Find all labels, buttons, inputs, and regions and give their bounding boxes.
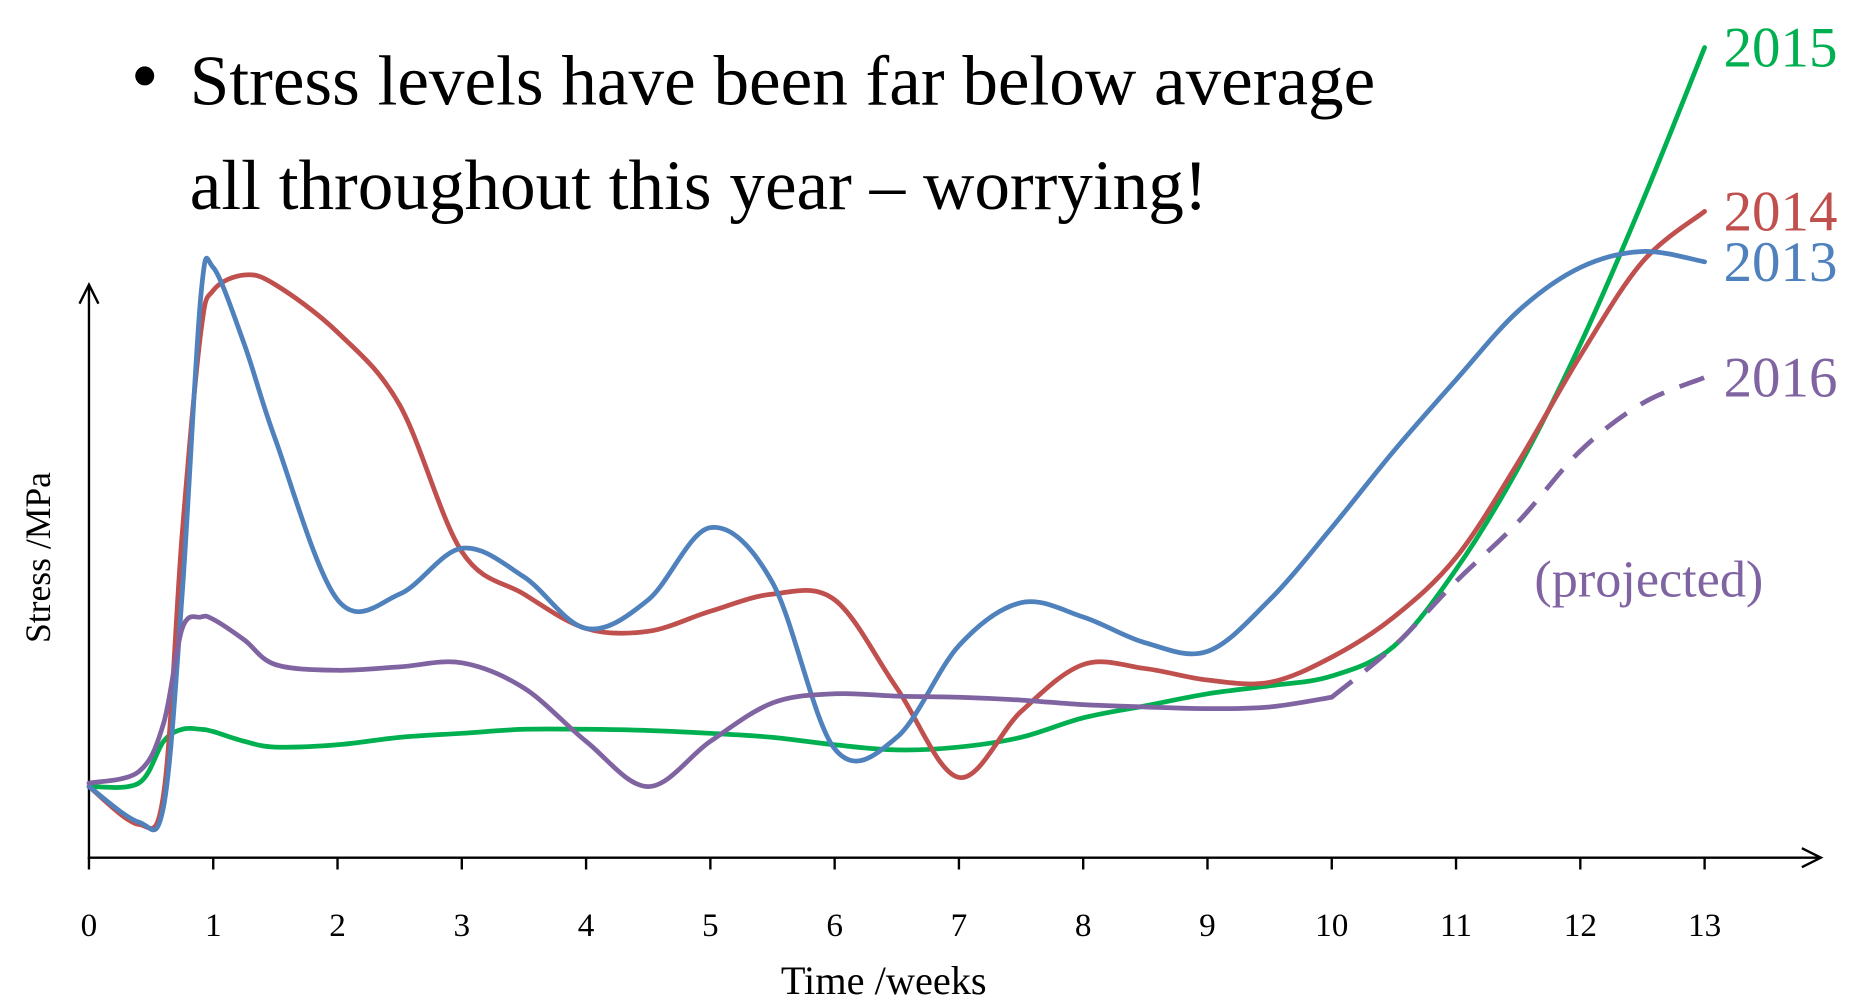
bullet-dot <box>135 66 155 86</box>
x-tick-label: 5 <box>702 907 719 944</box>
x-tick-label: 10 <box>1315 907 1348 944</box>
x-tick-label: 4 <box>578 907 595 944</box>
x-axis-label: Time /weeks <box>781 958 987 1000</box>
projected-line <box>1330 375 1706 700</box>
series-label: 2016 <box>1724 346 1838 409</box>
x-tick-label: 7 <box>951 907 968 944</box>
x-tick-label: 6 <box>826 907 843 944</box>
x-tick-label: 2 <box>329 907 346 944</box>
annotation: (projected) <box>1534 551 1763 609</box>
series-line <box>86 249 1707 833</box>
bullet-line: Stress levels have been far below averag… <box>190 42 1375 120</box>
series-label: 2015 <box>1724 16 1838 79</box>
y-axis-label: Stress /MPa <box>18 472 58 643</box>
x-tick-label: 1 <box>205 907 222 944</box>
series-label: 2013 <box>1724 231 1838 294</box>
x-tick-label: 13 <box>1688 907 1721 944</box>
x-tick-label: 8 <box>1075 907 1092 944</box>
series-label: 2014 <box>1724 180 1838 243</box>
x-tick-label: 3 <box>454 907 471 944</box>
x-tick-label: 0 <box>81 907 98 944</box>
x-axis-arrow <box>1801 847 1824 869</box>
x-tick-label: 9 <box>1199 907 1216 944</box>
x-tick-label: 11 <box>1440 907 1472 944</box>
x-tick-label: 12 <box>1564 907 1597 944</box>
series-line <box>86 45 1707 790</box>
series-line <box>86 208 1707 831</box>
y-axis-arrow <box>78 282 100 305</box>
bullet-line: all throughout this year – worrying! <box>190 147 1208 225</box>
series-line <box>86 613 1335 789</box>
